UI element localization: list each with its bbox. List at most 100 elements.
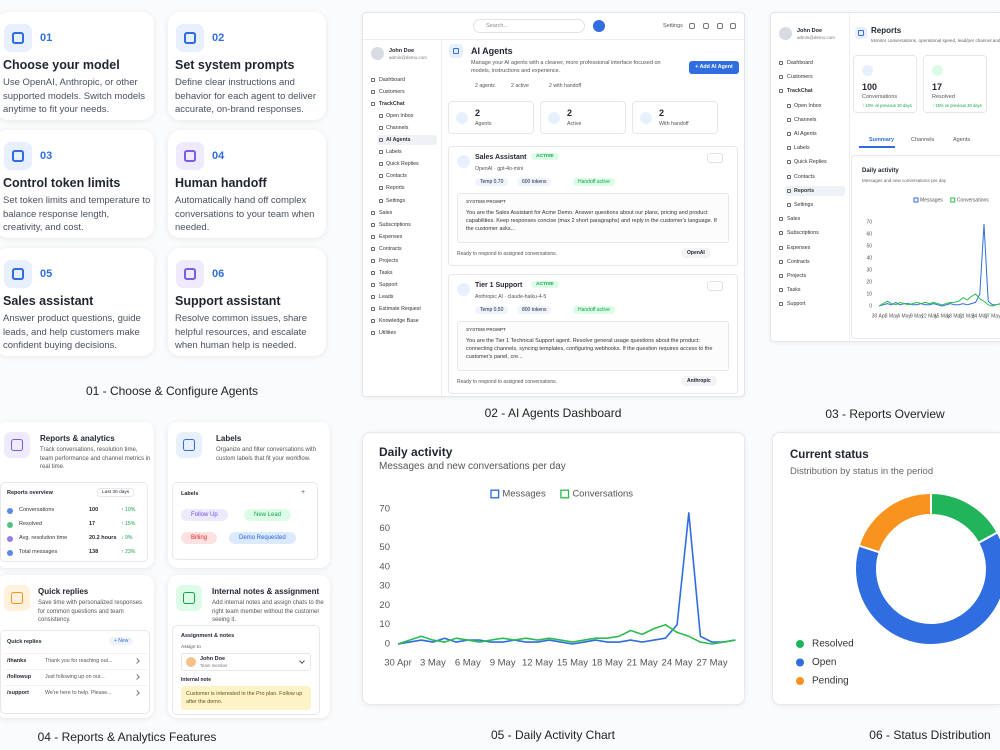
- nav-item[interactable]: Contacts: [386, 173, 407, 180]
- agent-name: Sales Assistant: [475, 154, 527, 161]
- nav-item[interactable]: Quick Replies: [386, 161, 419, 168]
- nav-item[interactable]: Support: [787, 301, 806, 308]
- icon-glyph: [11, 31, 25, 45]
- feature-title: Sales assistant: [3, 294, 94, 308]
- sidebar-divider: [441, 39, 442, 396]
- nav-item[interactable]: Settings: [794, 202, 814, 208]
- y-tick-label: 20: [866, 279, 872, 285]
- feature-desc: Automatically hand off complex conversat…: [175, 195, 315, 233]
- nav-item[interactable]: Contracts: [379, 245, 402, 252]
- report-tab[interactable]: Agents: [953, 137, 971, 143]
- nav-item[interactable]: Reports: [386, 185, 405, 192]
- nav-item[interactable]: Knowledge Base: [379, 318, 419, 324]
- x-tick-label: 3 May: [885, 313, 899, 319]
- nav-item[interactable]: Quick Replies: [794, 159, 827, 166]
- label-chip[interactable]: New Lead: [244, 509, 292, 521]
- prompt-label: SYSTEM PROMPT: [466, 199, 506, 204]
- icon-glyph: [452, 47, 460, 55]
- agent-menu[interactable]: [707, 281, 723, 291]
- agent-provider: OpenAI: [681, 248, 711, 258]
- prompt-text: You are the Sales Assistant for Acme Dem…: [466, 210, 717, 232]
- nav-item[interactable]: Channels: [386, 125, 409, 132]
- report-tab[interactable]: Summary: [869, 137, 895, 143]
- widget-add[interactable]: + New: [109, 637, 134, 645]
- chart-subtitle: Messages and new conversations per day: [862, 178, 947, 183]
- nav-item[interactable]: Tasks: [787, 287, 801, 294]
- panel-caption: 03 - Reports Overview: [825, 407, 945, 421]
- nav-item[interactable]: AI Agents: [386, 137, 411, 144]
- label-chip[interactable]: Demo Requested: [229, 532, 296, 544]
- icon: [449, 44, 463, 58]
- nav-icon: [779, 259, 783, 264]
- nav-item[interactable]: Sales: [379, 209, 393, 216]
- panel-caption: 05 - Daily Activity Chart: [490, 728, 616, 742]
- nav-item[interactable]: TrackChat: [787, 88, 813, 95]
- nav-item[interactable]: Labels: [794, 145, 810, 152]
- agent-menu[interactable]: [707, 153, 723, 163]
- add-agent-label: + Add AI Agent: [695, 64, 733, 70]
- nav-item[interactable]: Open Inbox: [386, 113, 414, 120]
- icon-glyph: [183, 267, 197, 281]
- row-icon: [7, 522, 13, 528]
- nav-icon: [371, 331, 375, 336]
- y-tick-label: 50: [379, 542, 390, 553]
- x-tick-label: 3 May: [420, 658, 446, 669]
- nav-icon: [779, 288, 783, 293]
- series-line: [397, 512, 736, 645]
- nav-item[interactable]: Settings: [386, 197, 406, 204]
- nav-item[interactable]: Contracts: [787, 258, 810, 265]
- icon: [4, 585, 30, 611]
- label-chip[interactable]: Billing: [181, 532, 218, 544]
- nav-item[interactable]: Expenses: [379, 233, 403, 240]
- assignee-select[interactable]: John Doe Team member: [181, 653, 311, 671]
- label-chip[interactable]: Follow Up: [181, 509, 228, 521]
- report-tab[interactable]: Channels: [911, 137, 935, 143]
- nav-item[interactable]: Expenses: [787, 244, 811, 251]
- x-tick-label: 30 Apr: [384, 658, 411, 669]
- nav-item[interactable]: Dashboard: [379, 77, 405, 83]
- nav-item[interactable]: TrackChat: [379, 101, 405, 108]
- feature-title: Internal notes & assignment: [212, 587, 320, 596]
- nav-item[interactable]: Projects: [379, 257, 399, 264]
- feature-card: 01 Choose your model Use OpenAI, Anthropic…: [0, 12, 154, 120]
- nav-item[interactable]: Reports: [794, 187, 815, 194]
- add-button[interactable]: [593, 20, 605, 32]
- chart-card: Daily activity Messages and new conversat…: [362, 432, 745, 705]
- nav-item[interactable]: Support: [379, 281, 398, 288]
- nav-item[interactable]: Utilities: [379, 330, 397, 337]
- nav-item[interactable]: AI Agents: [794, 131, 817, 137]
- nav-item[interactable]: Customers: [379, 89, 405, 96]
- chevron: [299, 658, 305, 664]
- nav-item[interactable]: Labels: [386, 149, 402, 156]
- widget-add[interactable]: +: [301, 489, 306, 496]
- legend-label: Messages: [502, 489, 546, 500]
- feature-title: Choose your model: [3, 58, 120, 72]
- nav-item[interactable]: Open Inbox: [794, 102, 822, 109]
- nav-item[interactable]: Dashboard: [787, 60, 813, 66]
- nav-item[interactable]: Channels: [794, 116, 817, 123]
- chart-title: Daily activity: [862, 168, 899, 174]
- stat-icon: [932, 65, 943, 76]
- add-agent-button[interactable]: + Add AI Agent: [689, 61, 739, 74]
- nav-item[interactable]: Leads: [379, 293, 394, 300]
- nav-item[interactable]: Subscriptions: [379, 221, 411, 228]
- nav-item[interactable]: Sales: [787, 216, 801, 223]
- row-value: 20.2 hours: [89, 535, 117, 541]
- icon: [4, 432, 30, 458]
- panel-caption: 02 - AI Agents Dashboard: [484, 406, 622, 420]
- note-box: Customer is interested in the Pro plan. …: [181, 686, 311, 710]
- settings-link[interactable]: Settings: [663, 23, 683, 29]
- feature-card: 02 Set system prompts Define clear instruc…: [168, 12, 326, 120]
- feature-title: Support assistant: [175, 294, 281, 308]
- nav-item[interactable]: Contacts: [794, 173, 815, 180]
- pie-slice: [854, 531, 1000, 646]
- nav-item[interactable]: Tasks: [379, 269, 393, 276]
- search-box[interactable]: Search...: [473, 19, 585, 33]
- row-divider: [5, 669, 147, 670]
- nav-item[interactable]: Estimate Request: [379, 305, 421, 312]
- nav-active: [377, 135, 437, 146]
- nav-item[interactable]: Subscriptions: [787, 230, 819, 237]
- nav-item[interactable]: Customers: [787, 74, 813, 81]
- nav-item[interactable]: Projects: [787, 273, 807, 279]
- stat-label: Active: [567, 121, 582, 127]
